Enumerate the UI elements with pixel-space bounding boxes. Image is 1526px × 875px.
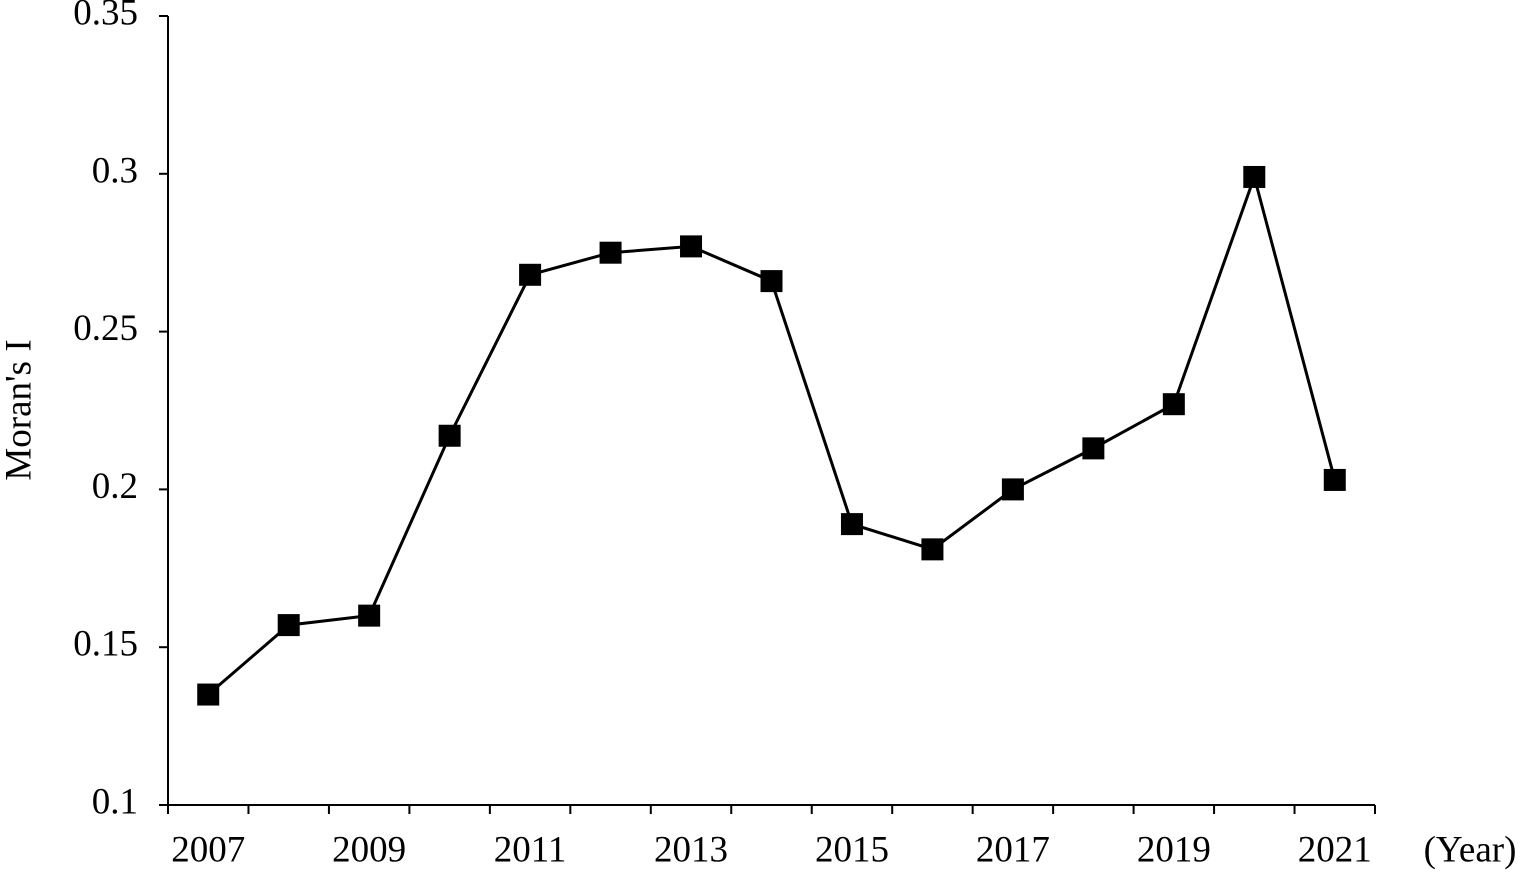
marker bbox=[599, 241, 622, 264]
marker bbox=[1243, 165, 1266, 188]
y-tick-label: 0.1 bbox=[92, 781, 138, 822]
x-tick-label: 2013 bbox=[654, 829, 728, 870]
marker bbox=[760, 270, 783, 293]
marker bbox=[1082, 437, 1105, 460]
x-axis-title: (Year) bbox=[1424, 829, 1517, 870]
y-tick-label: 0.15 bbox=[73, 624, 138, 665]
x-tick-label: 2021 bbox=[1298, 829, 1372, 870]
x-tick-label: 2007 bbox=[171, 829, 245, 870]
x-tick-label: 2015 bbox=[815, 829, 889, 870]
x-tick-label: 2019 bbox=[1137, 829, 1211, 870]
marker bbox=[680, 235, 703, 258]
y-tick-label: 0.25 bbox=[73, 308, 138, 349]
marker bbox=[277, 614, 300, 637]
marker bbox=[438, 424, 461, 447]
x-tick-label: 2017 bbox=[976, 829, 1050, 870]
x-tick-label: 2011 bbox=[494, 829, 567, 870]
y-tick-label: 0.35 bbox=[73, 0, 138, 33]
marker bbox=[519, 263, 542, 286]
y-axis-title: Moran's I bbox=[0, 339, 39, 480]
marker bbox=[921, 538, 944, 561]
marker bbox=[1001, 478, 1024, 501]
marker bbox=[840, 513, 863, 536]
x-tick-label: 2009 bbox=[332, 829, 406, 870]
y-tick-label: 0.3 bbox=[92, 150, 138, 191]
marker bbox=[197, 683, 220, 706]
marker bbox=[358, 604, 381, 627]
marker bbox=[1323, 468, 1346, 491]
marker bbox=[1162, 393, 1185, 416]
y-tick-label: 0.2 bbox=[92, 466, 138, 507]
